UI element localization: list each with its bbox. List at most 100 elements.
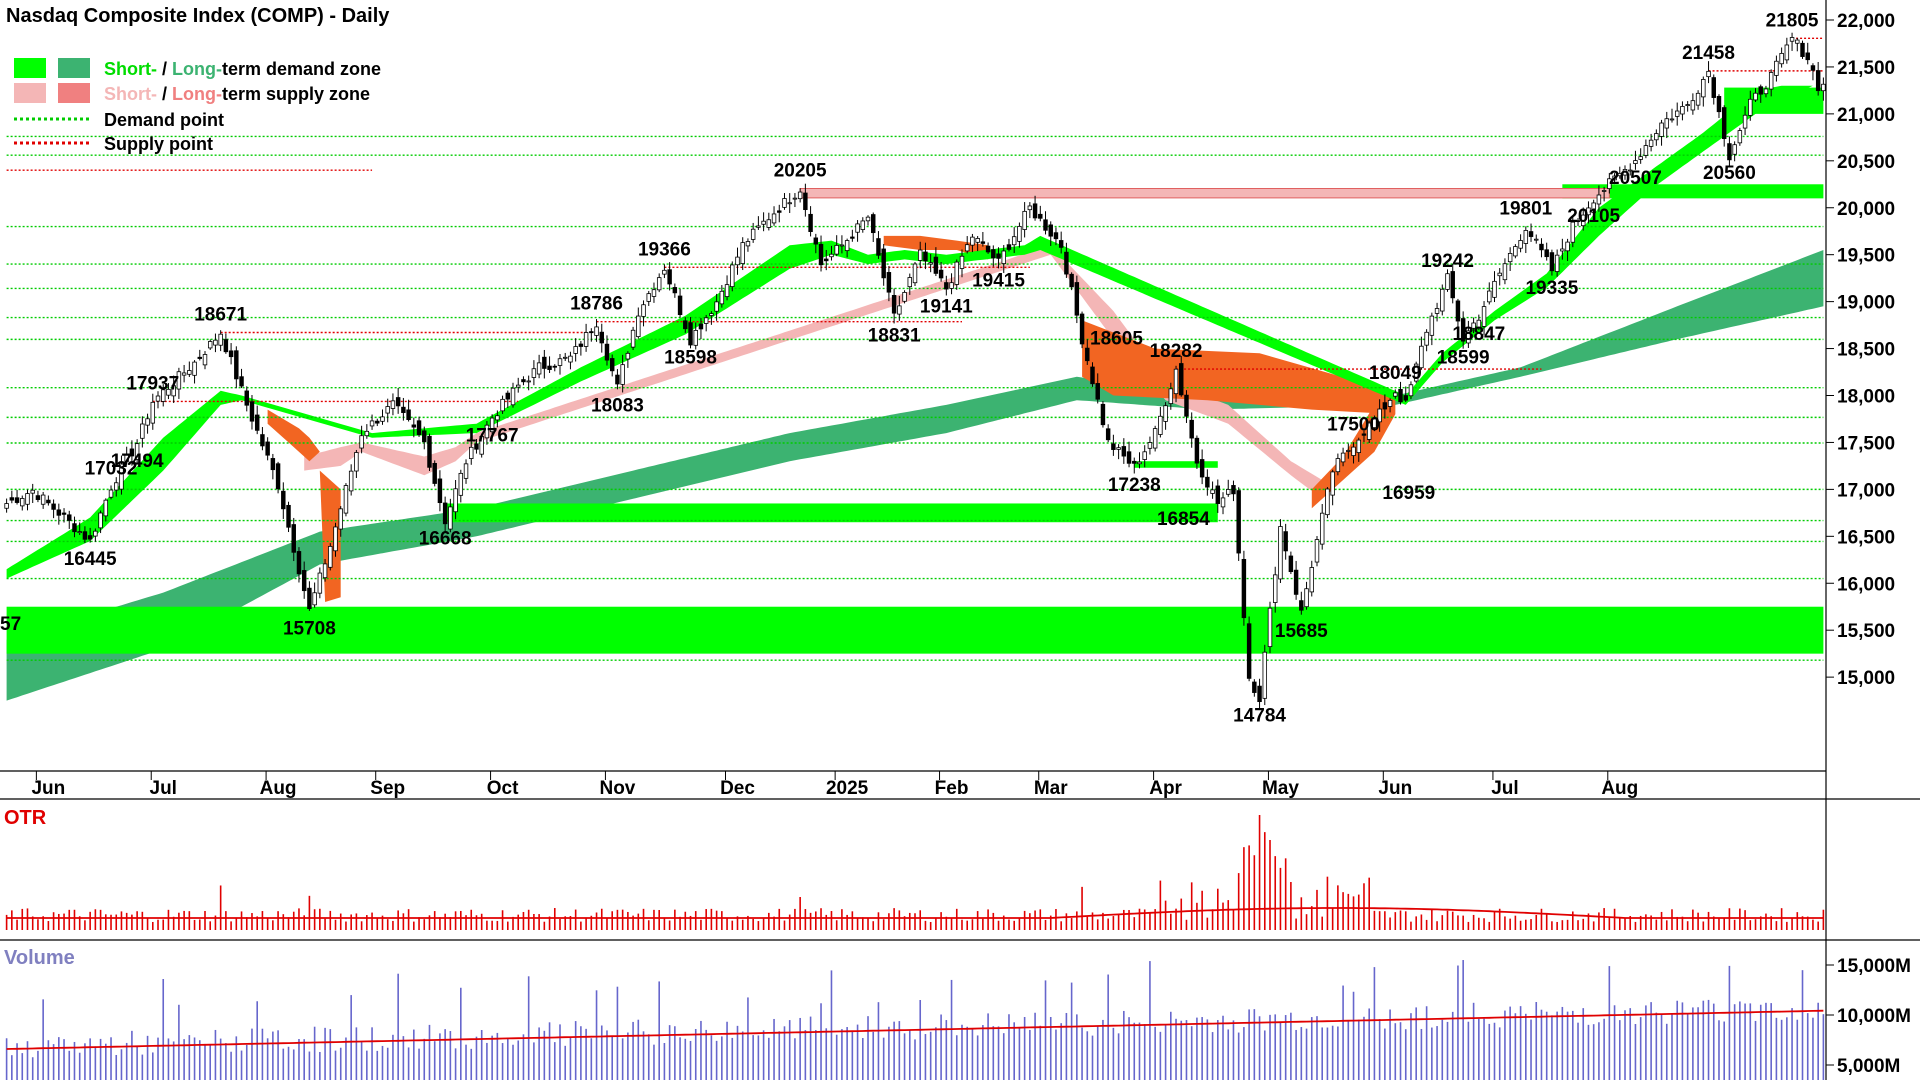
price-label: 20560	[1703, 163, 1756, 184]
price-tick-label: 19,500	[1837, 246, 1895, 267]
candle	[536, 362, 542, 375]
candle	[1429, 315, 1435, 336]
candle	[933, 256, 939, 274]
candle	[1189, 419, 1194, 439]
month-label: Mar	[1034, 778, 1068, 799]
candle	[1069, 273, 1074, 288]
candle	[1272, 574, 1278, 603]
candle	[270, 458, 276, 471]
candle	[479, 436, 484, 455]
candle	[766, 219, 772, 228]
candle	[1152, 428, 1158, 449]
candle	[1058, 240, 1064, 248]
candle	[119, 463, 124, 490]
candle	[777, 210, 782, 213]
candle	[1335, 458, 1341, 473]
month-label: Sep	[370, 778, 405, 799]
candle	[782, 198, 787, 208]
candle	[411, 424, 417, 428]
candle	[516, 384, 521, 388]
candle	[656, 277, 662, 291]
price-label: 18831	[868, 325, 921, 346]
candle	[469, 446, 474, 459]
candle	[124, 454, 129, 462]
candle	[1513, 246, 1518, 257]
candle	[1507, 253, 1513, 263]
candle	[46, 499, 51, 504]
price-label: 18671	[194, 305, 247, 326]
candle	[1617, 173, 1623, 177]
candle	[902, 291, 907, 302]
price-label: 16854	[1157, 509, 1210, 530]
candle	[343, 485, 349, 514]
candle	[375, 420, 380, 424]
candle	[348, 470, 354, 492]
candle	[1304, 588, 1309, 608]
price-label: 19141	[920, 296, 973, 317]
candle	[1654, 133, 1659, 141]
candle	[844, 240, 850, 251]
candle	[1032, 203, 1038, 219]
candle	[281, 490, 286, 510]
candle	[1382, 402, 1388, 410]
candle	[609, 358, 615, 372]
price-tick-label: 19,000	[1837, 293, 1895, 314]
candle	[82, 531, 88, 540]
price-tick-label: 16,500	[1837, 527, 1895, 548]
legend-demand-sep: /	[157, 59, 172, 79]
candle	[860, 220, 866, 230]
price-tick-label: 20,500	[1837, 152, 1895, 173]
candle	[1372, 418, 1377, 429]
candle	[1387, 399, 1393, 407]
candle	[265, 441, 270, 456]
otr-label: OTR	[4, 807, 47, 829]
candle	[192, 361, 197, 376]
candle	[474, 443, 479, 450]
candle	[641, 304, 646, 317]
candle	[1445, 273, 1450, 290]
candle	[573, 346, 578, 354]
candle	[1340, 452, 1346, 463]
candle	[218, 333, 223, 346]
price-tick-label: 20,000	[1837, 199, 1895, 220]
candle	[1523, 230, 1529, 244]
candle	[1017, 226, 1022, 242]
candle	[1210, 489, 1215, 494]
candle	[40, 494, 46, 505]
candle	[385, 406, 390, 414]
candle	[1758, 86, 1763, 95]
candle	[1821, 83, 1826, 92]
price-tick-label: 18,500	[1837, 340, 1895, 361]
candle	[1575, 220, 1581, 223]
candle	[317, 572, 323, 594]
candle	[1220, 497, 1226, 508]
candle	[980, 241, 986, 244]
candle	[975, 238, 980, 243]
candle	[1126, 451, 1132, 464]
svg-text:Short- / Long-term supply zone: Short- / Long-term supply zone	[104, 84, 370, 104]
candle	[531, 368, 537, 378]
volume-label: Volume	[4, 947, 75, 969]
candle	[223, 339, 229, 353]
candle	[140, 423, 145, 439]
candle	[301, 570, 307, 592]
price-tick-label: 15,500	[1837, 621, 1895, 642]
candle	[422, 430, 427, 443]
candle	[1434, 308, 1440, 314]
candle	[437, 478, 443, 504]
month-label: Apr	[1149, 778, 1182, 799]
candle	[917, 249, 923, 261]
legend-demand-long: Long-	[172, 59, 222, 79]
candle	[432, 462, 437, 484]
candle	[1393, 392, 1398, 397]
price-tick-label: 21,000	[1837, 105, 1895, 126]
candle	[1492, 280, 1497, 298]
candle	[364, 430, 370, 437]
candle	[714, 301, 719, 312]
candle	[1053, 232, 1059, 240]
candle	[578, 343, 584, 347]
candle	[1455, 300, 1461, 322]
candle	[557, 358, 563, 366]
